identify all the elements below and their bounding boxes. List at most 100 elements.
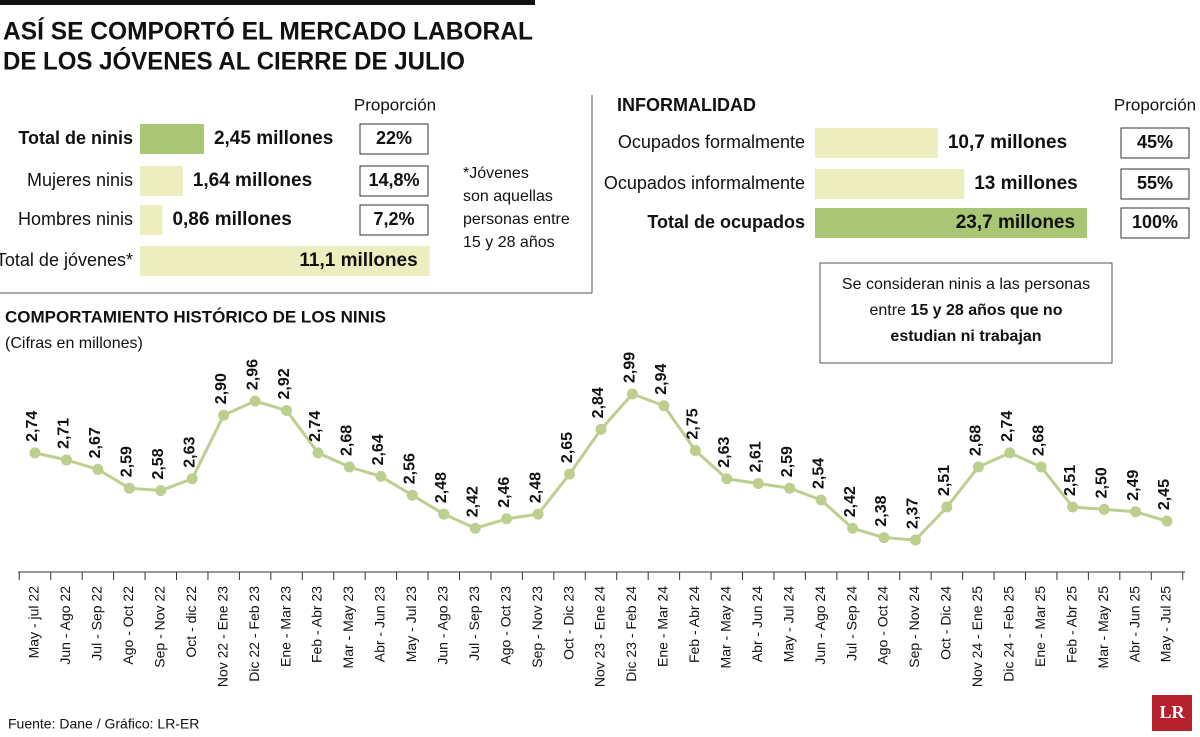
x-tick-label: Feb - Abr 23: [309, 586, 325, 663]
point: [155, 485, 167, 497]
section-title: INFORMALIDAD: [617, 95, 756, 115]
value-label: 2,37: [905, 498, 922, 529]
row-label: Total de jóvenes*: [0, 250, 133, 270]
point: [909, 534, 921, 546]
value-label: 2,63: [181, 437, 198, 468]
point: [658, 400, 670, 412]
row-label: Total de ninis: [18, 128, 133, 148]
point: [941, 501, 953, 513]
x-tick-label: May - Jul 25: [1158, 586, 1174, 662]
x-tick-label: Oct - dic 22: [183, 586, 199, 658]
point: [218, 409, 230, 421]
value-label: 2,68: [1030, 425, 1047, 456]
point: [406, 489, 418, 501]
value-label: 2,68: [339, 425, 356, 456]
value-label: 2,45 millones: [214, 128, 333, 149]
value-label: 2,74: [24, 411, 41, 442]
point: [343, 461, 355, 473]
x-tick-label: Sep - Nov 24: [906, 586, 922, 668]
x-tick-label: Mar - May 24: [717, 586, 733, 669]
definition-emphasis: estudian ni trabajan: [890, 328, 1041, 345]
row-label: Ocupados informalmente: [604, 173, 805, 193]
point: [815, 494, 827, 506]
point: [92, 463, 104, 475]
x-tick-label: Mar - May 23: [340, 586, 356, 669]
point: [29, 447, 41, 459]
x-tick-label: Jul - Sep 23: [466, 586, 482, 661]
row-label: Ocupados formalmente: [618, 132, 805, 152]
value-label: 2,65: [559, 432, 576, 463]
share: 45%: [1137, 132, 1173, 152]
point: [689, 445, 701, 457]
x-tick-label: Nov 24 - Ene 25: [969, 586, 985, 687]
x-tick-label: Abr - Jun 25: [1126, 586, 1142, 662]
point: [847, 522, 859, 534]
x-tick-label: Jun - Ago 23: [434, 586, 450, 665]
row-label: Total de ocupados: [647, 212, 805, 232]
share-box: [359, 123, 429, 155]
x-tick-label: Jul - Sep 24: [843, 586, 859, 661]
bar: [815, 208, 1088, 238]
x-tick-label: Abr - Jun 24: [749, 586, 765, 662]
x-tick-label: Feb - Abr 25: [1063, 586, 1079, 663]
point: [1098, 503, 1110, 515]
value-label: 2,63: [716, 437, 733, 468]
value-label: 2,99: [622, 352, 639, 383]
title-line: ASÍ SE COMPORTÓ EL MERCADO LABORAL: [3, 16, 533, 46]
point: [532, 508, 544, 520]
share: 22%: [376, 128, 412, 148]
bar: [140, 124, 204, 154]
value-label: 2,92: [276, 368, 293, 399]
value-label: 23,7 millones: [956, 212, 1075, 233]
x-tick-label: Nov 22 - Ene 23: [214, 586, 230, 687]
point: [721, 473, 733, 485]
logo-box: [1152, 695, 1192, 731]
definition-line: Se consideran ninis a las personas: [842, 276, 1090, 293]
x-tick-label: Oct - Dic 24: [938, 586, 954, 660]
value-label: 2,49: [1125, 469, 1142, 500]
value-label: 2,45: [1156, 479, 1173, 510]
point: [375, 470, 387, 482]
value-label: 2,51: [1062, 465, 1079, 496]
point: [878, 532, 890, 544]
chart-title: COMPORTAMIENTO HISTÓRICO DE LOS NINIS: [5, 307, 386, 326]
point: [626, 388, 638, 400]
point: [1130, 506, 1142, 518]
value-label: 2,59: [119, 446, 136, 477]
column-header: Proporción: [354, 95, 436, 114]
point: [1035, 461, 1047, 473]
row-label: Hombres ninis: [18, 209, 133, 229]
note-line: 15 y 28 años: [463, 234, 555, 251]
x-tick-label: Jun - Ago 22: [57, 586, 73, 665]
x-tick-label: Sep - Nov 23: [529, 586, 545, 668]
point: [186, 473, 198, 485]
x-tick-label: Mar - May 25: [1095, 586, 1111, 669]
point: [1004, 447, 1016, 459]
definition-emphasis: 15 y 28 años que no: [910, 302, 1062, 319]
x-tick-label: Ene - Mar 24: [655, 586, 671, 667]
x-tick-label: May - Jul 24: [780, 586, 796, 662]
x-tick-label: Ago - Oct 22: [120, 586, 136, 665]
value-label: 2,51: [936, 465, 953, 496]
value-label: 2,74: [999, 411, 1016, 442]
share-box: [1120, 127, 1190, 159]
value-label: 10,7 millones: [948, 132, 1067, 153]
point: [312, 447, 324, 459]
share: 14,8%: [368, 170, 419, 190]
x-tick-label: Dic 23 - Feb 24: [623, 586, 639, 682]
value-label: 2,96: [244, 359, 261, 390]
x-tick-label: Nov 23 - Ene 24: [592, 586, 608, 687]
share: 7,2%: [373, 209, 414, 229]
value-label: 2,54: [810, 458, 827, 489]
share-box: [359, 165, 429, 197]
share-box: [1120, 207, 1190, 239]
top-rule: [0, 0, 535, 5]
note-line: personas entre: [463, 211, 570, 228]
x-tick-label: Ago - Oct 24: [875, 586, 891, 665]
x-tick-label: Dic 22 - Feb 23: [246, 586, 262, 682]
source: Fuente: Dane / Gráfico: LR-ER: [8, 716, 199, 732]
definition-box: [819, 262, 1113, 364]
value-label: 2,94: [653, 364, 670, 395]
value-label: 13 millones: [974, 173, 1078, 194]
value-label: 0,86 millones: [172, 209, 291, 230]
